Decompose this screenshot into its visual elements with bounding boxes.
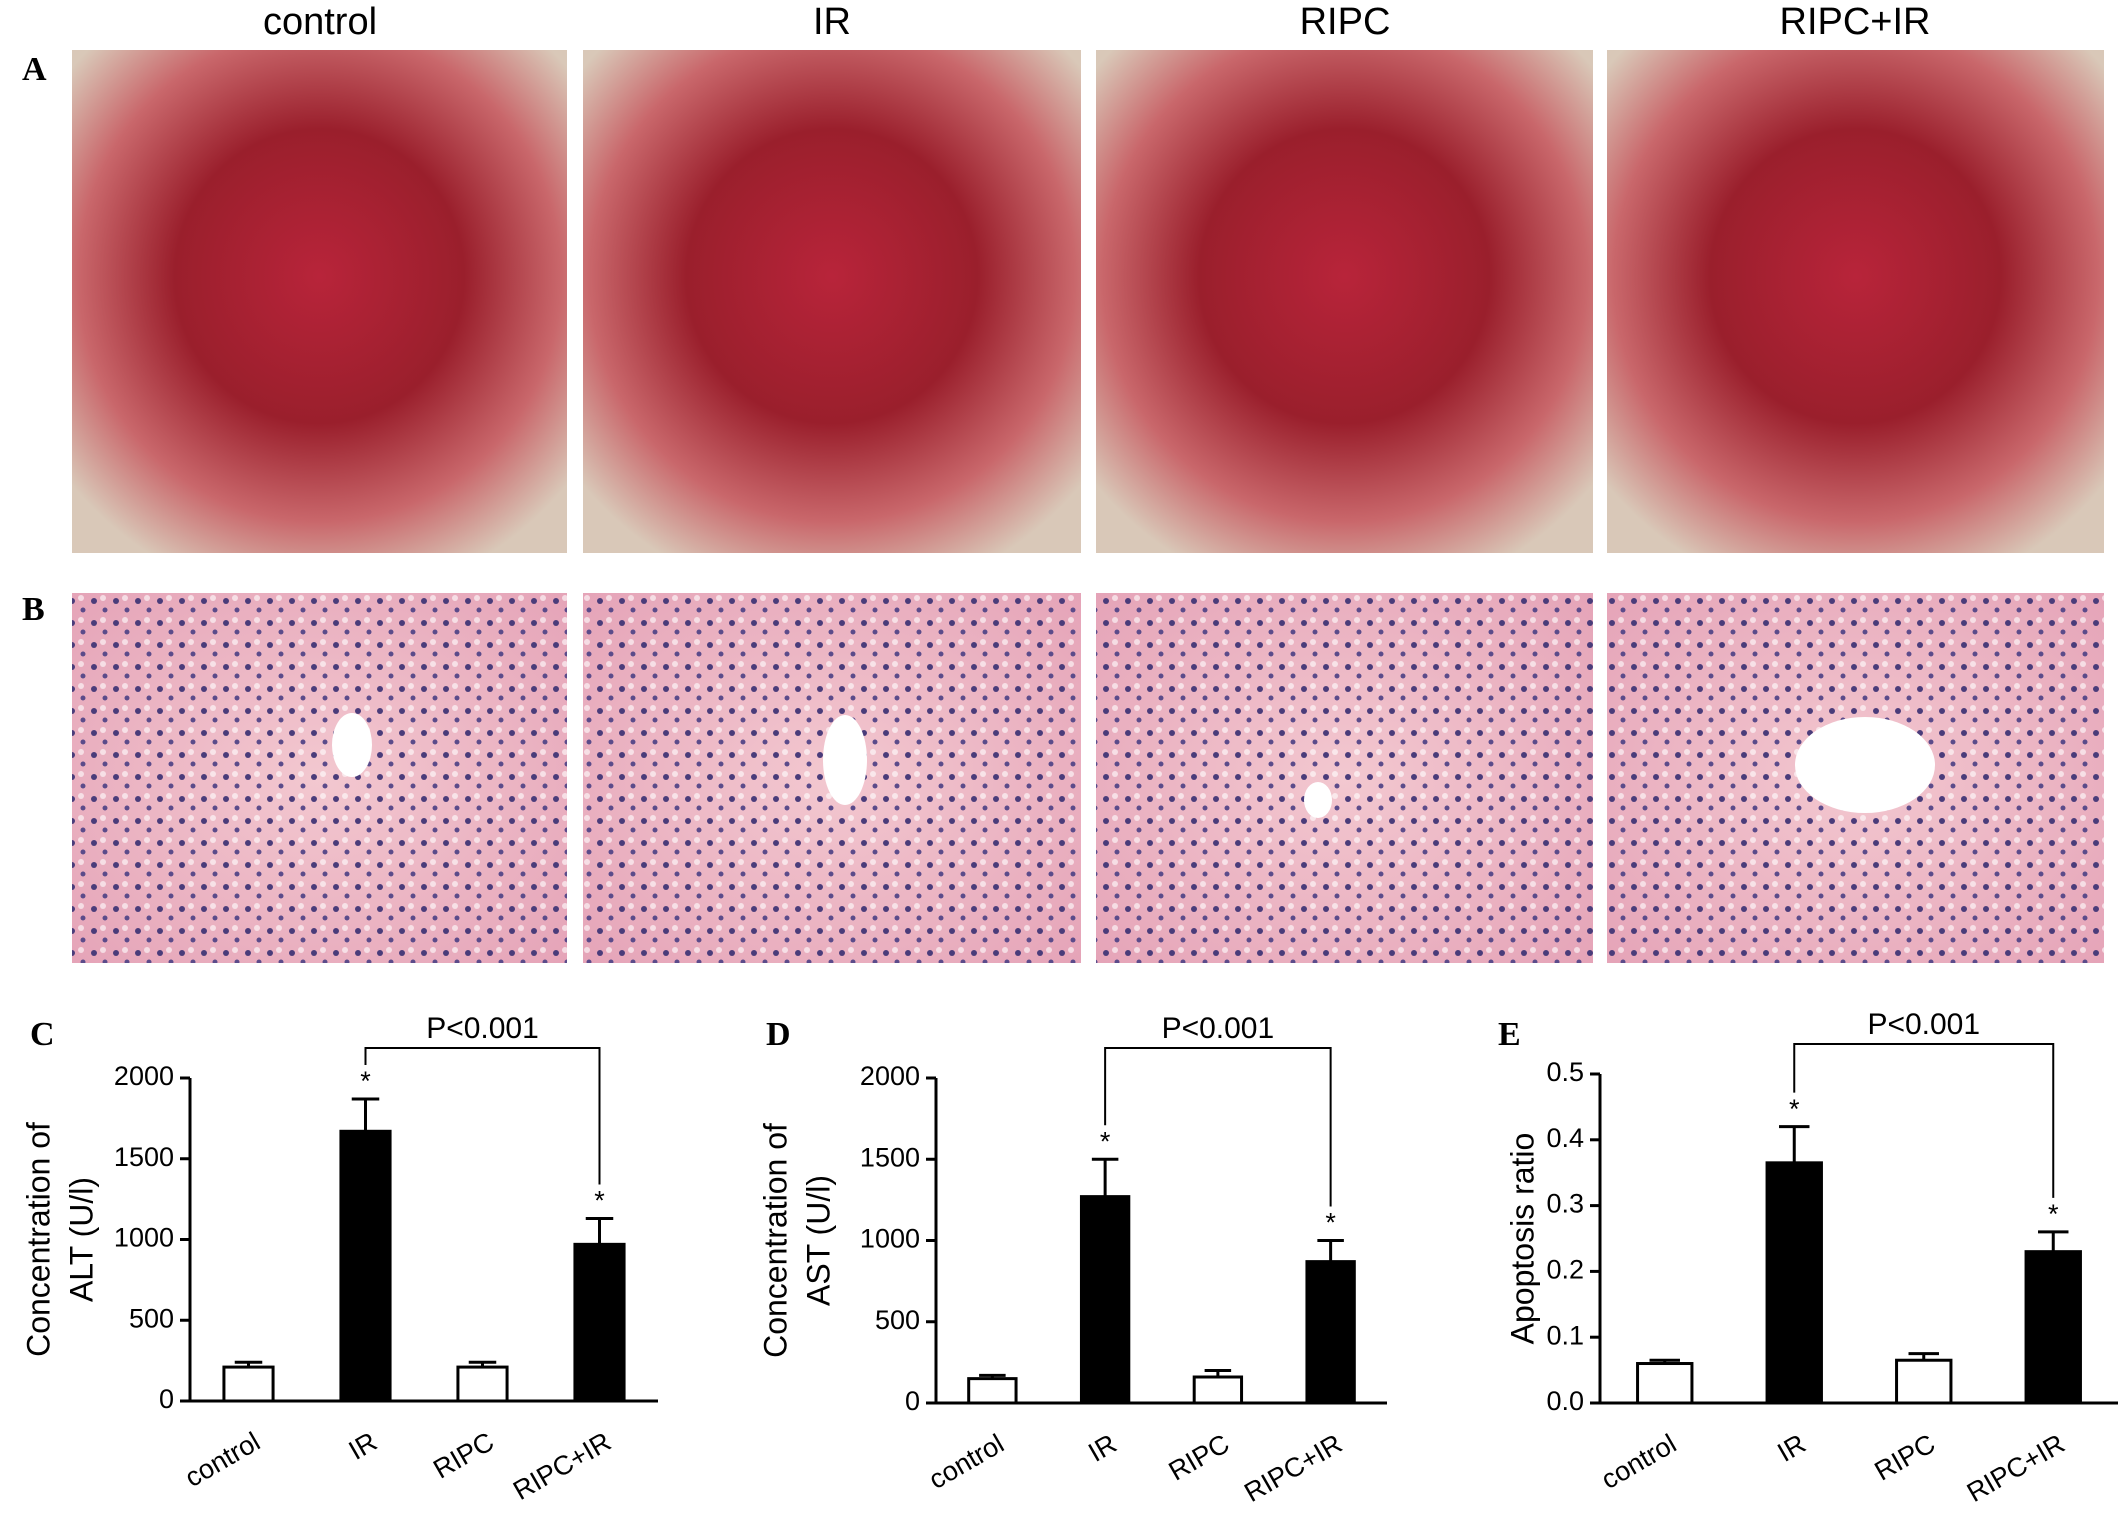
x-tick-label: RIPC bbox=[1164, 1428, 1235, 1486]
y-axis-label: Concentration of bbox=[20, 1122, 56, 1357]
column-header: RIPC bbox=[1300, 1, 1391, 43]
y-tick-label: 1500 bbox=[860, 1142, 920, 1172]
column-header: RIPC+IR bbox=[1780, 1, 1931, 43]
significance-star: * bbox=[594, 1186, 605, 1216]
vein bbox=[823, 715, 867, 805]
x-tick-label: RIPC bbox=[428, 1426, 499, 1484]
panel-label: D bbox=[766, 1016, 791, 1053]
significance-bracket bbox=[1104, 1047, 1332, 1207]
y-tick-label: 0.3 bbox=[1546, 1189, 1584, 1219]
column-header: control bbox=[263, 1, 377, 43]
bar bbox=[1636, 1362, 1694, 1405]
x-tick-label: control bbox=[1596, 1428, 1681, 1495]
x-tick-label: control bbox=[180, 1426, 265, 1493]
x-tick-label: RIPC+IR bbox=[508, 1426, 616, 1506]
significance-star: * bbox=[1789, 1094, 1800, 1124]
bar bbox=[967, 1377, 1018, 1405]
bar bbox=[1079, 1195, 1131, 1405]
y-tick-label: 1500 bbox=[114, 1142, 174, 1172]
y-tick-label: 2000 bbox=[114, 1061, 174, 1091]
vein bbox=[1304, 782, 1332, 818]
bar bbox=[1765, 1161, 1823, 1405]
y-axis-label: Apoptosis ratio bbox=[1504, 1133, 1540, 1345]
p-value: P<0.001 bbox=[1867, 1008, 1980, 1041]
photo bbox=[1096, 50, 1593, 553]
x-tick-label: IR bbox=[1083, 1428, 1121, 1467]
y-tick-label: 1000 bbox=[860, 1224, 920, 1254]
x-tick-label: RIPC+IR bbox=[1239, 1428, 1347, 1508]
histology-texture bbox=[72, 593, 567, 963]
histology-texture bbox=[1096, 593, 1593, 963]
x-tick-label: IR bbox=[344, 1426, 382, 1465]
significance-bracket bbox=[364, 1047, 601, 1185]
panel-label: B bbox=[22, 591, 45, 628]
significance-star: * bbox=[360, 1066, 371, 1096]
panel-label: E bbox=[1498, 1016, 1521, 1053]
x-tick-label: control bbox=[924, 1428, 1009, 1495]
y-tick-label: 0.1 bbox=[1546, 1320, 1584, 1350]
photo bbox=[583, 50, 1081, 553]
photo bbox=[72, 50, 567, 553]
bar bbox=[456, 1365, 509, 1403]
panel-label: C bbox=[30, 1016, 55, 1053]
y-axis-label: AST (U/l) bbox=[800, 1175, 836, 1306]
photo-row bbox=[72, 50, 2104, 553]
x-tick-label: RIPC+IR bbox=[1962, 1428, 2070, 1508]
vein bbox=[332, 713, 372, 777]
significance-bracket bbox=[1793, 1043, 2055, 1198]
y-tick-label: 500 bbox=[875, 1305, 920, 1335]
y-tick-label: 500 bbox=[129, 1303, 174, 1333]
bar bbox=[1192, 1375, 1244, 1405]
vein bbox=[1795, 717, 1935, 813]
y-tick-label: 1000 bbox=[114, 1223, 174, 1253]
y-axis-label: Concentration of bbox=[757, 1123, 793, 1358]
bar bbox=[573, 1242, 626, 1403]
significance-star: * bbox=[2048, 1199, 2059, 1229]
x-tick-label: RIPC bbox=[1869, 1428, 1940, 1486]
y-tick-label: 0.2 bbox=[1546, 1255, 1584, 1285]
y-axis-label: ALT (U/l) bbox=[63, 1177, 99, 1302]
panel-label: A bbox=[22, 51, 47, 88]
column-header: IR bbox=[813, 1, 851, 43]
significance-star: * bbox=[1100, 1126, 1111, 1156]
bar bbox=[222, 1365, 275, 1403]
photo bbox=[1607, 50, 2104, 553]
y-tick-label: 0 bbox=[159, 1384, 174, 1414]
y-tick-label: 0.4 bbox=[1546, 1123, 1584, 1153]
bar bbox=[2024, 1250, 2082, 1405]
bar bbox=[339, 1129, 392, 1403]
y-tick-label: 0.5 bbox=[1546, 1057, 1584, 1087]
y-tick-label: 0.0 bbox=[1546, 1386, 1584, 1416]
p-value: P<0.001 bbox=[1162, 1012, 1275, 1045]
x-tick-label: IR bbox=[1772, 1428, 1810, 1467]
histology-row bbox=[72, 593, 2104, 963]
bar bbox=[1895, 1358, 1953, 1405]
significance-star: * bbox=[1325, 1208, 1336, 1238]
p-value: P<0.001 bbox=[426, 1012, 539, 1045]
y-tick-label: 2000 bbox=[860, 1061, 920, 1091]
bar bbox=[1305, 1260, 1356, 1405]
y-tick-label: 0 bbox=[905, 1386, 920, 1416]
